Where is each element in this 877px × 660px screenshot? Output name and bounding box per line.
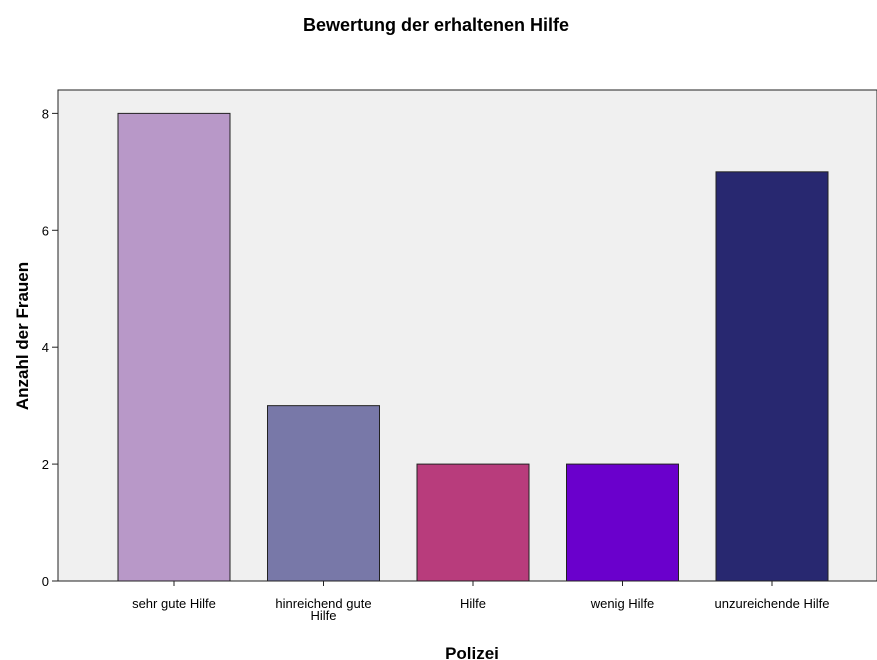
y-axis-title: Anzahl der Frauen [13, 262, 32, 410]
bar-3 [566, 463, 679, 582]
x-axis-title: Polizei [445, 644, 499, 660]
x-tick-label-0: sehr gute Hilfe [132, 596, 216, 611]
x-tick-label-3: wenig Hilfe [590, 596, 655, 611]
y-tick-label-1: 2 [42, 457, 49, 472]
bar-0 [117, 112, 231, 582]
bar-1 [267, 405, 380, 582]
y-axis: 0 2 4 6 8 [42, 106, 58, 589]
x-axis: sehr gute Hilfe hinreichend gute Hilfe Hilf… [132, 581, 829, 623]
x-tick-label-4: unzureichende Hilfe [715, 596, 830, 611]
y-tick-label-0: 0 [42, 574, 49, 589]
x-tick-label-1: hinreichend gute Hilfe [275, 596, 371, 623]
y-tick-label-3: 6 [42, 223, 49, 238]
bar-2 [416, 463, 530, 582]
chart-title: Bewertung der erhaltenen Hilfe [303, 15, 569, 35]
bar-4 [715, 171, 829, 582]
bars-layer [117, 112, 829, 582]
y-tick-label-2: 4 [42, 340, 49, 355]
y-tick-label-4: 8 [42, 106, 49, 121]
x-tick-label-2: Hilfe [460, 596, 486, 611]
